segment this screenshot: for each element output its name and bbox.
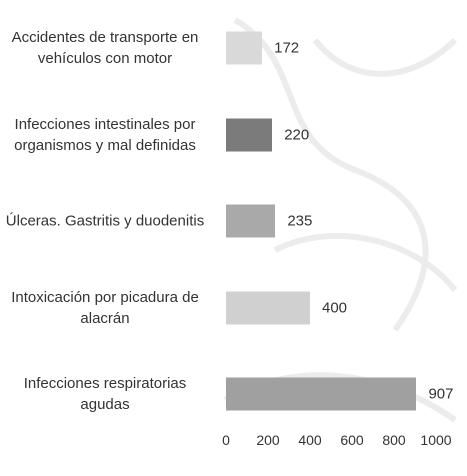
category-label: Úlceras. Gastritis y duodenitis [2, 211, 208, 232]
x-tick-label: 800 [382, 432, 405, 448]
bar [226, 205, 275, 238]
value-label: 400 [322, 299, 347, 316]
category-label: Intoxicación por picadura de alacrán [2, 287, 208, 329]
x-tick-label: 600 [340, 432, 363, 448]
chart: 0 200 400 600 800 1000 Accidentes de transport… [0, 0, 467, 476]
bar [226, 118, 272, 151]
value-label: 235 [287, 213, 312, 230]
value-label: 907 [428, 386, 453, 403]
page: 0 200 400 600 800 1000 Accidentes de transport… [0, 0, 467, 476]
bar [226, 291, 310, 324]
value-label: 172 [274, 40, 299, 57]
bar [226, 32, 262, 65]
x-tick-label: 0 [222, 432, 230, 448]
category-label: Accidentes de transporte en vehículos co… [2, 27, 208, 69]
category-label: Infecciones intestinales por organismos … [2, 114, 208, 156]
bar [226, 378, 416, 411]
x-tick-label: 1000 [420, 432, 451, 448]
value-label: 220 [284, 126, 309, 143]
category-label: Infecciones respiratorias agudas [2, 373, 208, 415]
x-tick-label: 400 [298, 432, 321, 448]
x-tick-label: 200 [256, 432, 279, 448]
